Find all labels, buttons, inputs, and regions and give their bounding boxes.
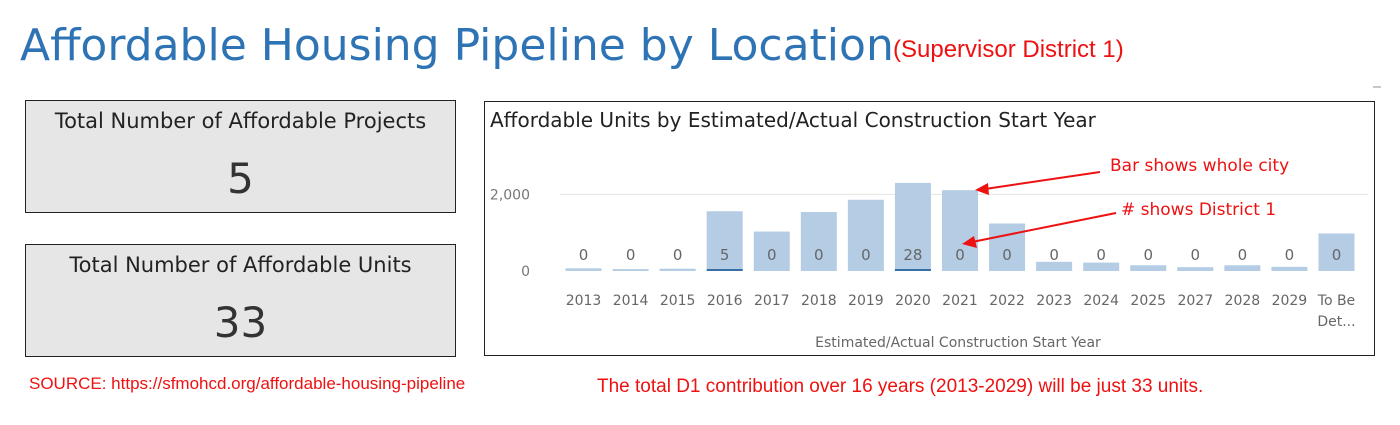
page-title: Affordable Housing Pipeline by Location [20,20,894,71]
chart-panel [484,101,1375,356]
source-text: SOURCE: https://sfmohcd.org/affordable-h… [29,374,466,393]
page-subtitle: (Supervisor District 1) [893,36,1124,63]
projects-card-label: Total Number of Affordable Projects [54,109,427,133]
units-card: Total Number of Affordable Units 33 [25,244,456,357]
units-card-value: 33 [213,298,268,347]
units-card-label: Total Number of Affordable Units [69,253,412,277]
summary-note: The total D1 contribution over 16 years … [597,376,1204,397]
projects-card: Total Number of Affordable Projects 5 [25,100,456,213]
chart-title: Affordable Units by Estimated/Actual Con… [490,108,1096,132]
panel-edge-marker [1373,86,1381,88]
projects-card-value: 5 [227,154,254,203]
